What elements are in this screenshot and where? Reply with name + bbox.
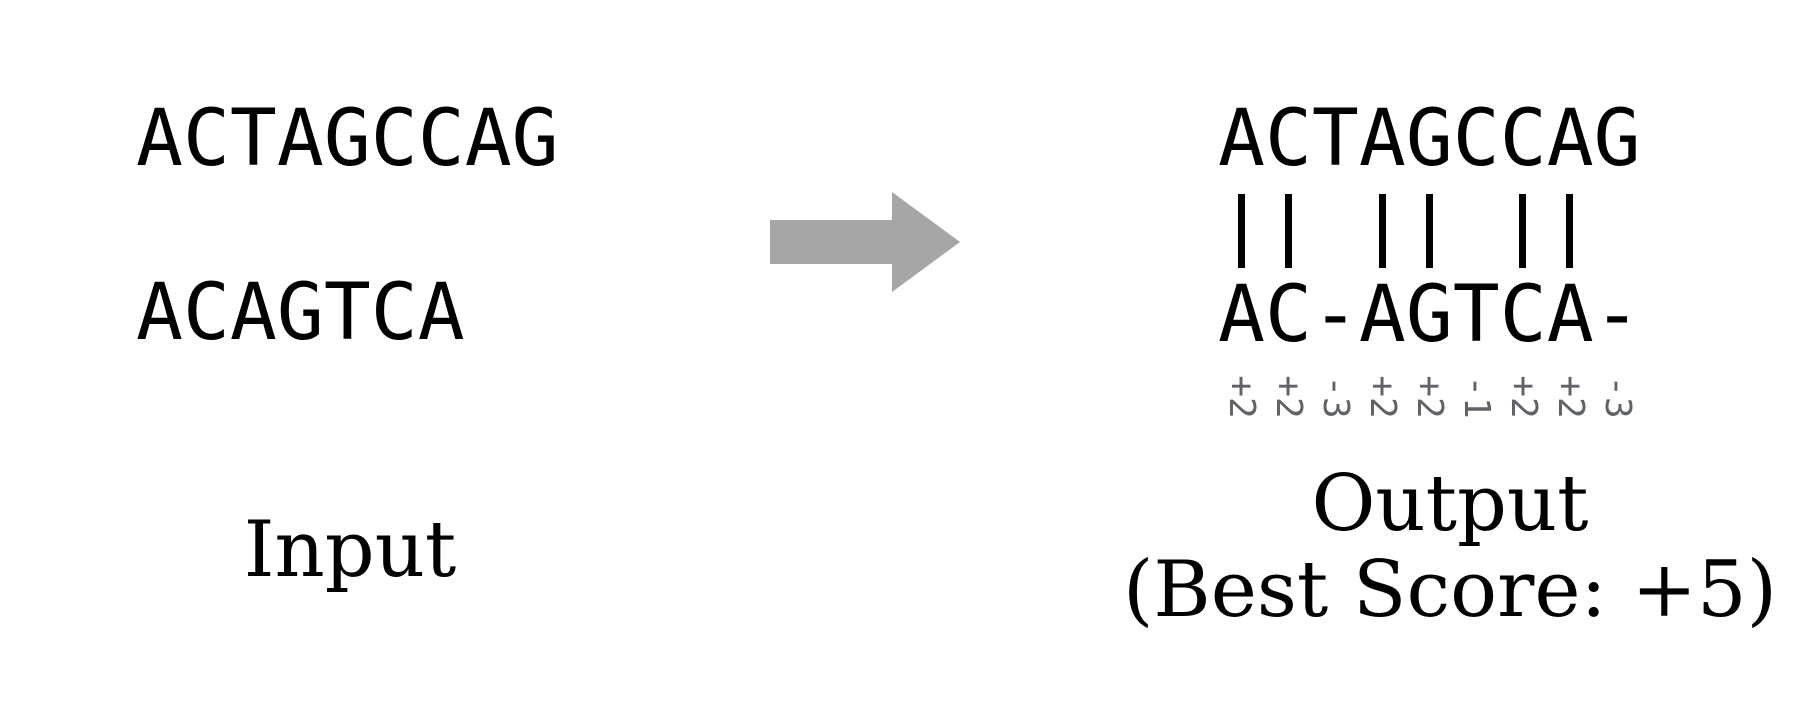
match-bar — [1425, 194, 1433, 268]
position-score: +2 — [1409, 375, 1451, 419]
match-bar — [1566, 194, 1574, 268]
match-bar — [1519, 194, 1527, 268]
match-bar — [1284, 194, 1292, 268]
output-caption-best-score: (Best Score: +5) — [1122, 544, 1778, 635]
position-score: +2 — [1362, 375, 1404, 419]
match-bar — [1378, 194, 1386, 268]
right-arrow-icon — [770, 192, 960, 292]
aligned-sequence-bottom: AC-AGTCA- — [1218, 270, 1641, 360]
input-caption: Input — [243, 505, 457, 595]
position-score: -1 — [1455, 375, 1497, 419]
position-score: -3 — [1315, 375, 1357, 419]
position-score: +2 — [1549, 375, 1591, 419]
position-score: +2 — [1221, 375, 1263, 419]
right-arrow-shape — [770, 192, 960, 292]
output-caption: Output (Best Score: +5) — [1100, 459, 1800, 635]
input-sequence-1: ACTAGCCAG — [136, 94, 559, 184]
output-caption-title: Output — [1311, 459, 1589, 549]
position-score: +2 — [1502, 375, 1544, 419]
input-sequence-2: ACAGTCA — [136, 268, 465, 358]
position-score: +2 — [1268, 375, 1310, 419]
position-score: -3 — [1596, 375, 1638, 419]
aligned-sequence-top: ACTAGCCAG — [1218, 94, 1641, 184]
match-bar — [1237, 194, 1245, 268]
